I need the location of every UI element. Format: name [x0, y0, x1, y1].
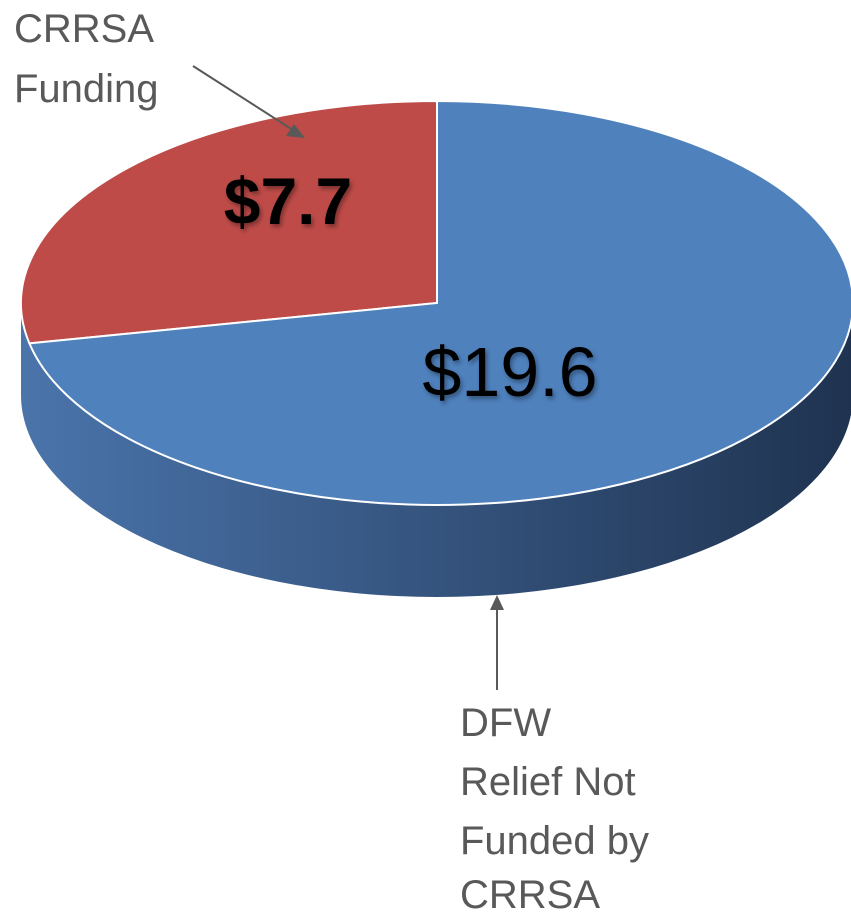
callout-arrow-crrsa [192, 65, 305, 138]
callout-label-dfw-relief: DFW Relief Not Funded by CRRSA [460, 701, 660, 912]
callout-line: Funding [14, 67, 159, 111]
callout-line: CRRSA [460, 873, 600, 912]
callout-label-crrsa-funding: CRRSA Funding [14, 7, 163, 111]
callout-line: Funded by [460, 819, 649, 863]
callout-line: DFW [460, 701, 551, 745]
callout-arrow-dfw [490, 595, 504, 690]
pie-side-wall [21, 303, 851, 597]
callout-line: Relief Not [460, 760, 636, 804]
data-label-dfw-relief: $19.6 [422, 333, 597, 411]
data-label-crrsa-funding: $7.7 [224, 164, 352, 238]
callout-line: CRRSA [14, 7, 154, 51]
pie-slice-crrsa-funding [19, 99, 438, 345]
pie-slice-dfw-relief [27, 99, 851, 506]
